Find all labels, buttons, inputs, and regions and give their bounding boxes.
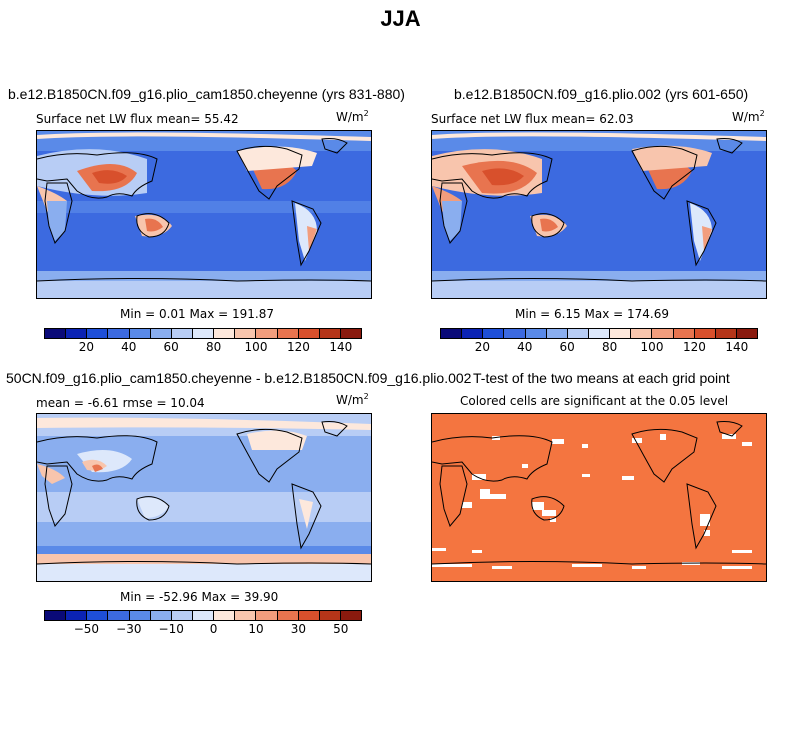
colorbar-cell (298, 329, 320, 338)
colorbar-cell (483, 329, 505, 338)
colorbar-cell (694, 329, 716, 338)
panel3-map (36, 413, 372, 582)
panel3-colorbar-ticks: −50 −30 −10 0 10 30 50 (44, 622, 360, 636)
colorbar-tick-label: 60 (163, 340, 179, 354)
colorbar-tick-label: −30 (116, 622, 142, 636)
colorbar-cell (66, 329, 88, 338)
colorbar-cell (150, 329, 172, 338)
colorbar-cell (108, 329, 130, 338)
colorbar-cell (546, 329, 568, 338)
panel2-colorbar (440, 328, 758, 339)
colorbar-tick-label: 80 (601, 340, 618, 354)
colorbar-cell (235, 329, 257, 338)
panel1-colorbar (44, 328, 362, 339)
panel2-map (431, 130, 767, 299)
colorbar-cell (129, 611, 151, 620)
colorbar-tick-label: 60 (559, 340, 575, 354)
panel1-subtitle: Surface net LW flux mean= 55.42 (36, 112, 239, 126)
panel2-title: b.e12.B1850CN.f09_g16.plio.002 (yrs 601-… (454, 86, 749, 102)
colorbar-cell (277, 329, 299, 338)
figure-title: JJA (380, 6, 421, 31)
colorbar-cell (277, 611, 299, 620)
panel3-minmax: Min = -52.96 Max = 39.90 (120, 590, 279, 604)
colorbar-tick-label: −10 (158, 622, 184, 636)
panel3-title: 50CN.f09_g16.plio_cam1850.cheyenne - b.e… (6, 370, 472, 386)
panel4-title: T-test of the two means at each grid poi… (473, 370, 730, 386)
colorbar-cell (192, 611, 215, 620)
panel1-title: b.e12.B1850CN.f09_g16.plio_cam1850.cheye… (8, 86, 405, 102)
colorbar-tick-label: 40 (517, 340, 533, 354)
colorbar-tick-label: 50 (333, 622, 349, 636)
colorbar-cell (319, 329, 341, 338)
colorbar-cell (192, 329, 215, 338)
panel4-map (431, 413, 767, 582)
panel3-units: W/m2 (336, 392, 369, 407)
colorbar-tick-label: 40 (121, 340, 137, 354)
panel1-colorbar-ticks: 20 40 60 80 100 120 140 (44, 340, 360, 354)
colorbar-cell (45, 611, 67, 620)
panel3-colorbar (44, 610, 362, 621)
colorbar-cell (715, 329, 737, 338)
colorbar-tick-label: 140 (329, 340, 353, 354)
colorbar-cell (214, 329, 236, 338)
colorbar-tick-label: 120 (286, 340, 310, 354)
colorbar-tick-label: 100 (640, 340, 664, 354)
colorbar-cell (631, 329, 653, 338)
colorbar-cell (171, 329, 193, 338)
colorbar-cell (87, 611, 109, 620)
panel1-minmax: Min = 0.01 Max = 191.87 (120, 307, 274, 321)
colorbar-cell (171, 611, 193, 620)
colorbar-tick-label: 100 (244, 340, 268, 354)
colorbar-cell (652, 329, 674, 338)
colorbar-cell (673, 329, 695, 338)
panel2-minmax: Min = 6.15 Max = 174.69 (515, 307, 669, 321)
colorbar-cell (235, 611, 257, 620)
panel2-units: W/m2 (732, 109, 765, 124)
colorbar-cell (256, 611, 278, 620)
colorbar-tick-label: −50 (73, 622, 100, 636)
panel2-subtitle: Surface net LW flux mean= 62.03 (431, 112, 634, 126)
colorbar-tick-label: 20 (78, 340, 95, 354)
colorbar-cell (256, 329, 278, 338)
colorbar-cell (66, 611, 88, 620)
colorbar-cell (525, 329, 547, 338)
colorbar-tick-label: 10 (248, 622, 264, 636)
colorbar-tick-label: 140 (725, 340, 749, 354)
colorbar-tick-label: 30 (290, 622, 307, 636)
colorbar-tick-label: 20 (474, 340, 491, 354)
colorbar-tick-label: 120 (682, 340, 706, 354)
colorbar-cell (214, 611, 236, 620)
colorbar-tick-label: 0 (209, 622, 218, 636)
colorbar-cell (108, 611, 130, 620)
colorbar-cell (736, 329, 758, 338)
panel2-colorbar-ticks: 20 40 60 80 100 120 140 (440, 340, 756, 354)
panel3-subtitle: mean = -6.61 rmse = 10.04 (36, 396, 205, 410)
colorbar-cell (462, 329, 484, 338)
colorbar-cell (610, 329, 632, 338)
panel4-subtitle: Colored cells are significant at the 0.0… (460, 394, 729, 408)
colorbar-cell (504, 329, 526, 338)
colorbar-cell (129, 329, 151, 338)
colorbar-cell (567, 329, 589, 338)
colorbar-cell (87, 329, 109, 338)
colorbar-tick-label: 80 (205, 340, 222, 354)
colorbar-cell (340, 611, 362, 620)
colorbar-cell (45, 329, 67, 338)
colorbar-cell (340, 329, 362, 338)
colorbar-cell (441, 329, 463, 338)
colorbar-cell (150, 611, 172, 620)
panel1-units: W/m2 (336, 109, 369, 124)
colorbar-cell (319, 611, 341, 620)
colorbar-cell (588, 329, 611, 338)
panel1-map (36, 130, 372, 299)
colorbar-cell (298, 611, 320, 620)
